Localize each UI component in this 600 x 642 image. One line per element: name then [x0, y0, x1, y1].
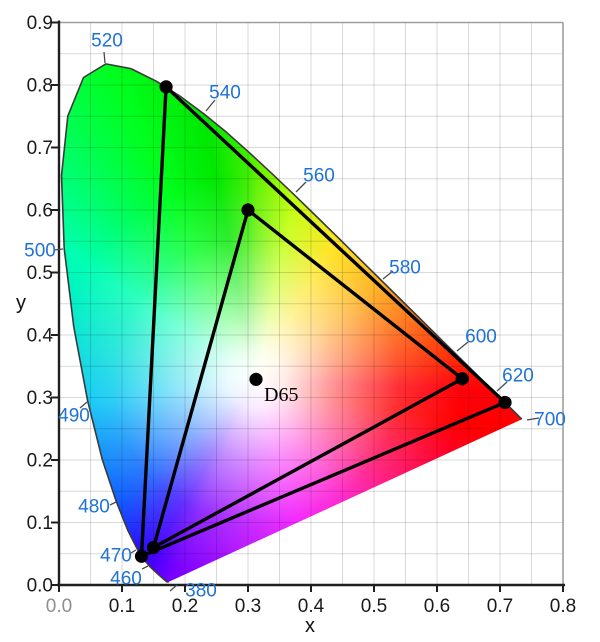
- wide-gamut-triangle-vertex-dot: [134, 549, 149, 563]
- small-gamut-triangle-vertex-dot: [455, 372, 469, 386]
- wavelength-label-380: 380: [185, 581, 217, 602]
- wavelength-tick-470: [130, 549, 137, 554]
- wavelength-tick-520: [103, 51, 106, 64]
- wavelength-label-540: 540: [209, 83, 241, 104]
- y-tick-label-0.8: 0.8: [27, 76, 53, 97]
- wide-gamut-triangle: [139, 83, 509, 559]
- y-tick-label-0.2: 0.2: [27, 451, 53, 472]
- wavelength-label-580: 580: [389, 258, 421, 279]
- wavelength-label-490: 490: [58, 406, 90, 427]
- y-axis-title: y: [16, 292, 26, 314]
- wavelength-tick-540: [205, 99, 216, 112]
- x-tick-label-0.6: 0.6: [424, 596, 450, 617]
- wavelength-label-620: 620: [502, 366, 534, 387]
- y-tick-label-0.5: 0.5: [27, 263, 53, 284]
- wavelength-tick-620: [496, 381, 508, 392]
- wavelength-tick-700: [526, 417, 540, 421]
- wavelength-tick-500: [53, 248, 64, 251]
- wavelength-tick-600: [456, 341, 469, 352]
- x-tick-label-0.5: 0.5: [361, 596, 387, 617]
- white-point-label: D65: [264, 384, 299, 406]
- wavelength-label-500: 500: [24, 241, 56, 262]
- small-gamut-triangle-vertex-dot: [146, 540, 161, 555]
- x-axis-title: x: [305, 615, 315, 637]
- x-tick-label-0.4: 0.4: [298, 596, 325, 617]
- y-tick-label-0.1: 0.1: [27, 513, 53, 534]
- wide-gamut-triangle-vertex-dot: [159, 80, 173, 94]
- wavelength-label-560: 560: [303, 166, 335, 187]
- y-tick-label-0.4: 0.4: [27, 326, 54, 347]
- small-gamut-triangle-vertex-dot: [241, 203, 255, 217]
- wavelength-label-520: 520: [91, 31, 123, 52]
- y-tick-label-0.3: 0.3: [27, 388, 53, 409]
- wavelength-tick-580: [382, 270, 394, 280]
- wavelength-tick-560: [295, 181, 307, 193]
- wavelength-label-480: 480: [78, 497, 110, 518]
- wavelength-tick-490: [79, 401, 88, 409]
- y-tick-label-0.9: 0.9: [27, 13, 53, 34]
- wavelength-label-460: 460: [110, 569, 142, 590]
- white-point-dot: [249, 372, 263, 386]
- wavelength-label-700: 700: [534, 410, 566, 431]
- spectral-locus-outline: [60, 63, 523, 583]
- wavelength-tick-460: [141, 565, 149, 570]
- x-tick-label-0.7: 0.7: [487, 596, 513, 617]
- x-tick-label-0.1: 0.1: [109, 596, 135, 617]
- small-gamut-triangle: [150, 207, 466, 551]
- y-tick-label-0.0: 0.0: [27, 576, 53, 597]
- wavelength-tick-380: [169, 584, 178, 592]
- wide-gamut-triangle-vertex-dot: [498, 395, 512, 410]
- y-tick-label-0.7: 0.7: [27, 138, 53, 159]
- x-tick-label-0.0: 0.0: [46, 596, 72, 617]
- x-tick-label-0.2: 0.2: [172, 596, 198, 617]
- wavelength-label-600: 600: [465, 327, 497, 348]
- wavelength-tick-480: [109, 501, 117, 506]
- x-tick-label-0.3: 0.3: [235, 596, 261, 617]
- x-tick-label-0.8: 0.8: [550, 596, 576, 617]
- wavelength-label-470: 470: [100, 546, 132, 567]
- y-tick-label-0.6: 0.6: [27, 201, 53, 222]
